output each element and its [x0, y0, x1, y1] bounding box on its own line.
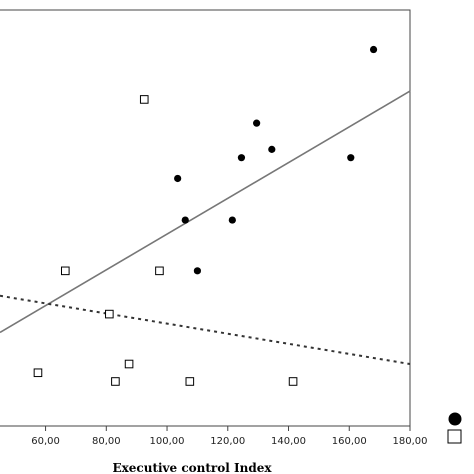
x-tick-label: 140,00 [271, 436, 306, 447]
fit-lines [0, 90, 411, 366]
point-series-1 [369, 45, 378, 54]
x-tick-label: 160,00 [332, 436, 367, 447]
point-series-1 [228, 216, 236, 224]
point-series-2 [60, 266, 70, 276]
legend-marker-series-1 [448, 412, 462, 426]
point-series-1 [181, 216, 189, 224]
point-series-1 [253, 119, 261, 127]
point-series-1 [193, 267, 202, 275]
x-tick-label: 120,00 [210, 436, 245, 447]
legend [447, 412, 462, 444]
x-axis-title: Executive control Index [112, 461, 272, 474]
plot-border [0, 9, 411, 427]
point-series-2 [105, 309, 114, 319]
point-series-2 [185, 377, 195, 386]
fit-line-2 [0, 294, 411, 366]
point-series-2 [111, 377, 120, 386]
point-series-1 [174, 174, 182, 183]
point-series-2 [139, 95, 149, 104]
fit-line-1 [0, 90, 411, 334]
x-tick-label: 80,00 [92, 436, 121, 447]
data-points [33, 45, 378, 386]
point-series-2 [33, 368, 43, 378]
point-series-2 [124, 359, 134, 369]
point-series-1 [347, 154, 355, 162]
x-tick-label: 180,00 [393, 436, 428, 447]
point-series-2 [288, 377, 298, 386]
point-series-1 [237, 154, 246, 162]
point-series-2 [155, 266, 164, 276]
legend-marker-series-2 [447, 429, 462, 444]
x-tick-label: 100,00 [150, 436, 185, 447]
x-tick-label: 60,00 [31, 436, 60, 447]
point-series-1 [268, 145, 276, 153]
x-axis: 60,00 80,00 100,00 120,00 140,00 160,00 180,00 [31, 426, 428, 447]
plot-frame [0, 9, 411, 427]
